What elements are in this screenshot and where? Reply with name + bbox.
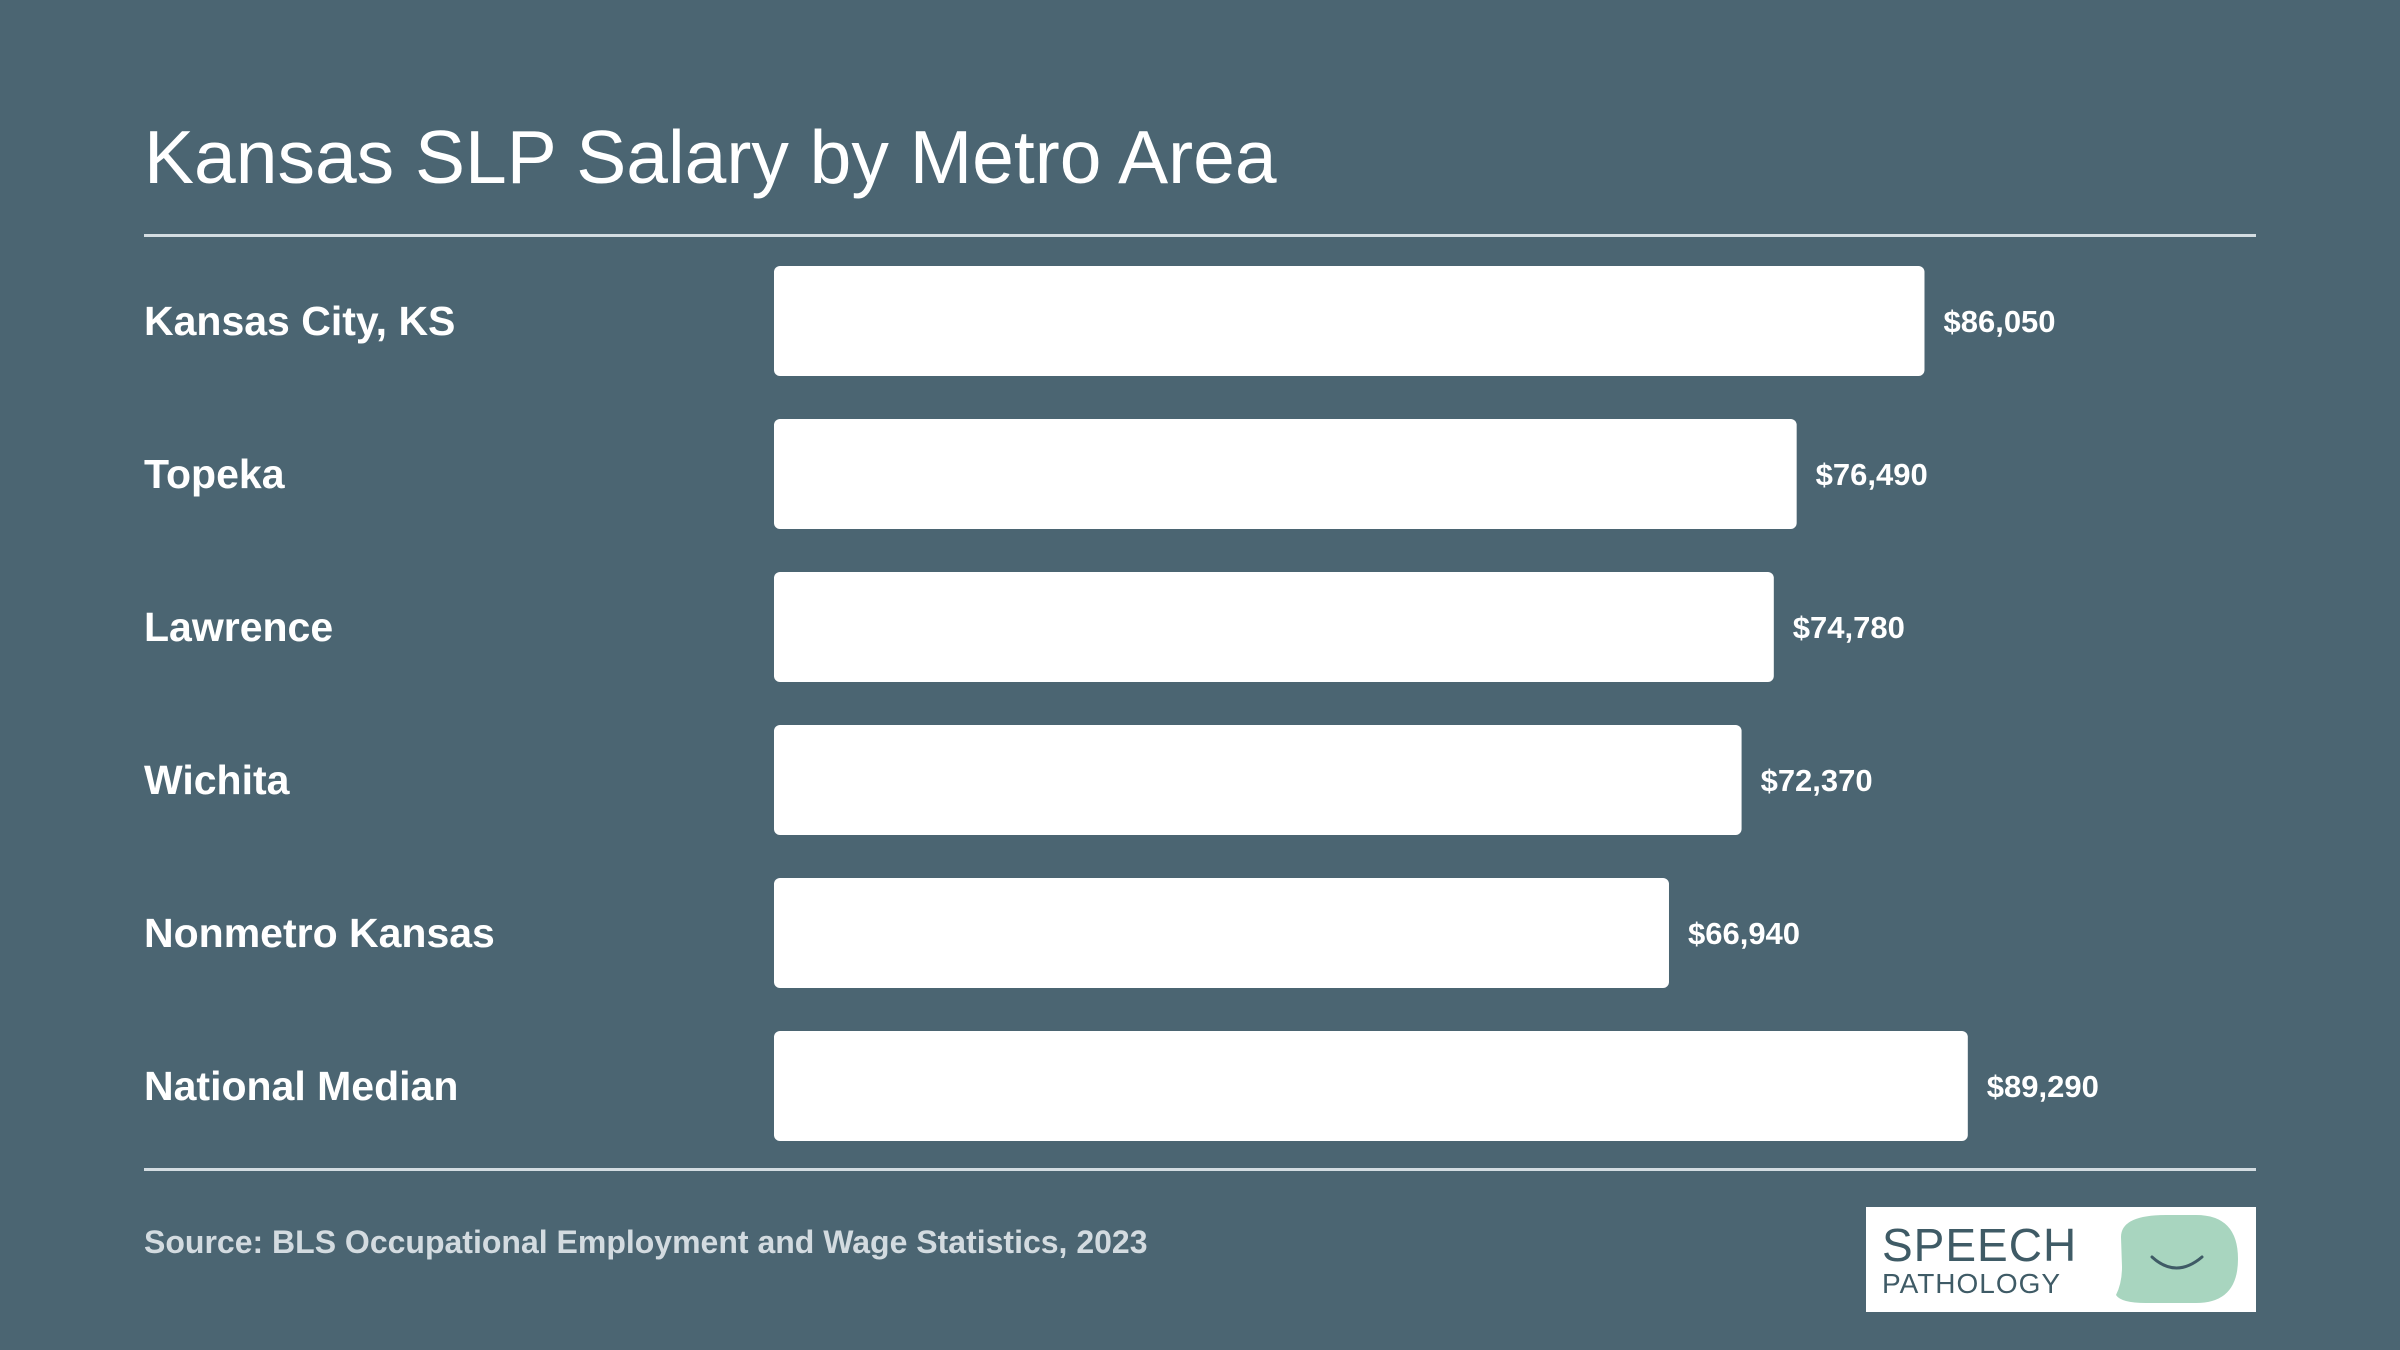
source-note: Source: BLS Occupational Employment and … [144, 1224, 1148, 1260]
category-label: Nonmetro Kansas [144, 910, 495, 956]
logo-text: SPEECH PATHOLOGY [1882, 1221, 2122, 1299]
value-label: $74,780 [1793, 610, 1905, 645]
category-label: Lawrence [144, 604, 333, 650]
value-label: $86,050 [1943, 304, 2055, 339]
value-label: $72,370 [1761, 763, 1873, 798]
chart-title: Kansas SLP Salary by Metro Area [144, 115, 1277, 199]
bar [774, 1031, 1968, 1141]
value-label: $89,290 [1987, 1069, 2099, 1104]
bar [774, 419, 1797, 529]
category-label: Wichita [144, 757, 291, 803]
bar [774, 725, 1742, 835]
value-label: $76,490 [1816, 457, 1928, 492]
bar [774, 266, 1925, 376]
logo-line-1: SPEECH [1882, 1219, 2078, 1271]
bar [774, 572, 1774, 682]
category-label: Kansas City, KS [144, 298, 455, 344]
value-label: $66,940 [1688, 916, 1800, 951]
top-divider [144, 234, 2256, 237]
speech-pathology-logo: SPEECH PATHOLOGY [1866, 1207, 2256, 1312]
category-label: National Median [144, 1063, 458, 1109]
logo-line-2: PATHOLOGY [1882, 1268, 2062, 1299]
speech-bubble-smile-icon [2116, 1215, 2238, 1303]
category-label: Topeka [144, 451, 286, 497]
bottom-divider [144, 1168, 2256, 1171]
bar [774, 878, 1669, 988]
